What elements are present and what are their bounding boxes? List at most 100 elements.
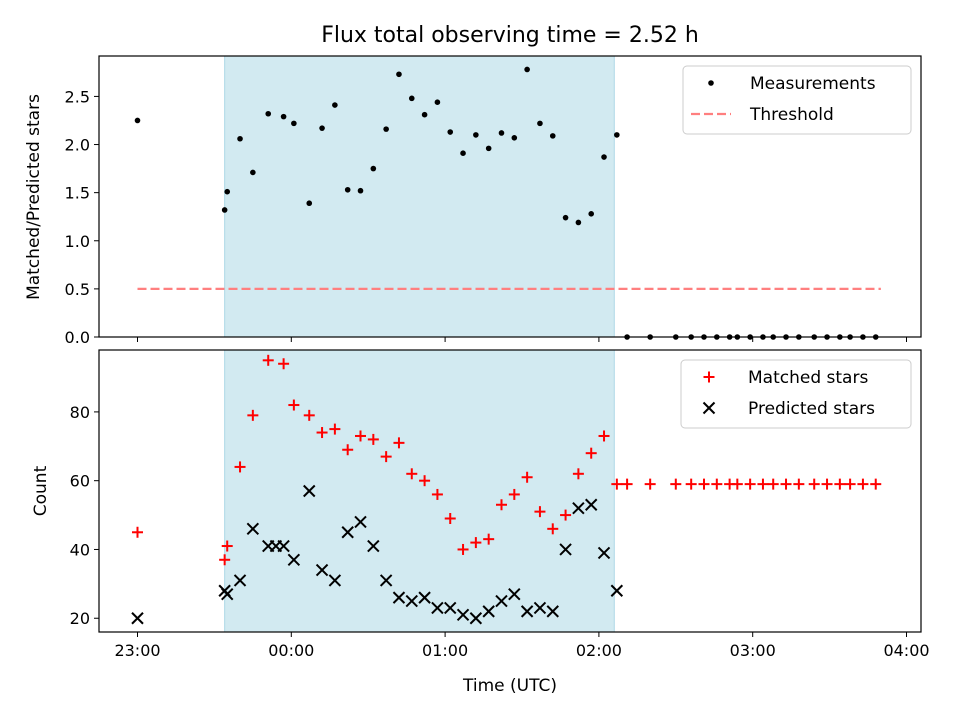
measurements-point: [408, 95, 415, 102]
y-tick-label: 0.5: [65, 280, 90, 299]
predicted-stars-point: [597, 546, 611, 560]
predicted-stars-point: [277, 539, 290, 553]
matched-stars-point: [457, 543, 469, 555]
ratio-axes-frame: [98, 55, 922, 338]
ratio-y-ticks: 0.0 0.5 1.0 1.5 2.0 2.5: [65, 87, 99, 347]
predicted-stars-point: [341, 526, 354, 539]
measurements-point: [460, 150, 466, 156]
matched-stars-point: [731, 478, 743, 490]
matched-stars-point: [406, 468, 418, 480]
observing-interval-band: [224, 55, 615, 338]
predicted-stars-point: [533, 601, 547, 615]
measurements-point: [601, 154, 607, 160]
matched-stars-point: [611, 478, 623, 490]
y-tick-label: 1.0: [65, 232, 90, 251]
matched-stars-point: [585, 447, 597, 459]
ratio-y-axis-label: Matched/Predicted stars: [24, 94, 44, 300]
predicted-stars-point: [379, 574, 393, 587]
measurements-point: [473, 132, 479, 138]
measurements-point: [370, 165, 377, 172]
legend-label: Measurements: [750, 74, 876, 94]
predicted-stars-point: [520, 605, 534, 618]
matched-stars-point: [793, 478, 805, 490]
measurements-point: [221, 207, 228, 213]
measurements-point: [280, 113, 287, 120]
matched-stars-point: [698, 478, 710, 490]
observing-interval-shade: [224, 55, 615, 338]
predicted-stars-point: [610, 584, 624, 597]
legend-matched-stars-swatch: [703, 371, 715, 383]
predicted-stars-point: [469, 612, 483, 625]
predicted-stars-point: [546, 605, 559, 618]
predicted-stars-point: [354, 515, 367, 529]
predicted-stars-point: [559, 543, 572, 556]
matched-stars-point: [834, 478, 846, 490]
y-tick-label: 80: [70, 403, 90, 422]
x-tick-label: 02:00: [576, 641, 622, 660]
measurements-point: [319, 125, 325, 131]
predicted-stars-point: [456, 608, 470, 622]
matched-stars-point: [685, 478, 697, 490]
legend-label: Matched stars: [748, 368, 868, 388]
predicted-stars-point: [287, 553, 301, 566]
matched-stars-point: [757, 478, 769, 490]
matched-stars-point: [380, 451, 392, 463]
matched-stars-point: [367, 433, 379, 445]
ratio-panel: 0.0 0.5 1.0 1.5 2.0 2.5 Matched/Predicted sta…: [24, 55, 922, 347]
matched-stars-point: [470, 537, 482, 549]
matched-stars-point: [572, 468, 584, 480]
y-tick-label: 20: [70, 609, 90, 628]
matched-stars-point: [393, 437, 405, 449]
measurements-point: [224, 188, 231, 195]
predicted-stars-point: [508, 587, 521, 601]
x-tick-label: 03:00: [730, 641, 776, 660]
predicted-stars-point: [328, 574, 342, 587]
matched-stars-point: [857, 478, 869, 490]
y-tick-label: 60: [70, 472, 90, 491]
matched-stars-point: [598, 430, 610, 442]
y-tick-label: 2.0: [65, 136, 90, 155]
chart-title: Flux total observing time = 2.52 h: [321, 23, 699, 48]
x-tick-label: 01:00: [422, 641, 468, 660]
measurements-point: [498, 130, 505, 136]
measurements-point: [344, 186, 351, 193]
matched-stars-point: [670, 478, 682, 490]
matched-stars-point: [808, 478, 820, 490]
count-x-ticks: 23:00 00:00 01:00 02:00 03:00 04:00: [114, 632, 930, 660]
measurements-point: [306, 200, 313, 207]
measurements-point: [511, 134, 518, 141]
y-tick-label: 0.0: [65, 328, 90, 347]
matched-stars-point: [870, 478, 882, 490]
matched-stars-point: [132, 526, 143, 538]
measurements-point: [447, 129, 454, 135]
matched-stars-point: [234, 461, 246, 473]
matched-stars-point: [342, 444, 354, 456]
legend-label: Threshold: [749, 105, 834, 125]
predicted-stars-point: [246, 522, 260, 536]
measurements-point: [134, 117, 141, 124]
predicted-stars-point: [131, 612, 144, 625]
matched-stars-point: [495, 499, 507, 511]
measurements-point: [562, 214, 569, 221]
matched-stars-point: [329, 423, 341, 435]
x-axis-label: Time (UTC): [462, 676, 557, 696]
measurements-point: [614, 132, 620, 138]
matched-stars-point: [278, 358, 290, 370]
predicted-stars-point: [444, 601, 457, 615]
ratio-x-ticks: [137, 337, 907, 342]
matched-stars-point: [744, 478, 756, 490]
count-legend: Matched stars Predicted stars: [680, 359, 912, 429]
matched-stars-point: [547, 523, 559, 535]
predicted-stars-point: [392, 591, 406, 604]
legend-predicted-stars-swatch: [702, 401, 716, 415]
matched-stars-point: [219, 554, 231, 566]
legend-box: [680, 359, 912, 429]
predicted-stars-point: [367, 539, 380, 553]
measurements-point: [332, 102, 338, 108]
matched-stars-point: [780, 478, 792, 490]
predicted-stars-point: [233, 574, 247, 587]
matched-stars-point: [644, 478, 656, 490]
measurements-point: [291, 120, 297, 127]
y-tick-label: 1.5: [65, 184, 90, 203]
measurements-point: [485, 145, 492, 152]
